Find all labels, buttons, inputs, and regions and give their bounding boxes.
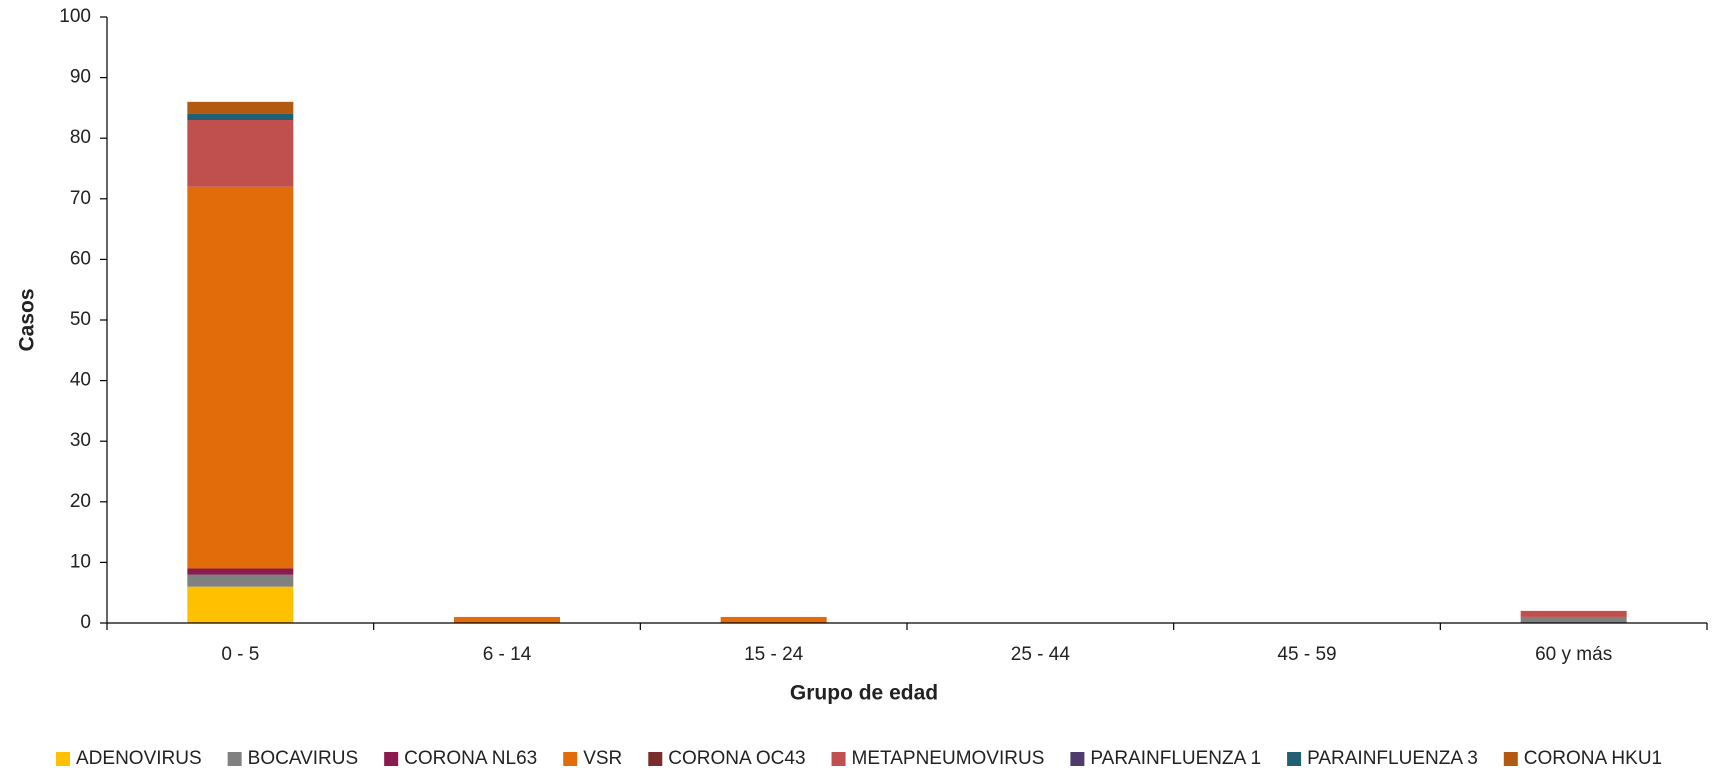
bar-segment (1520, 610, 1627, 617)
legend-swatch (1503, 752, 1518, 766)
y-tick-label: 70 (70, 188, 91, 209)
bar-segment (187, 113, 294, 121)
y-tick-label: 40 (70, 370, 91, 391)
bar-segment (187, 120, 294, 187)
bar-segment (187, 101, 294, 114)
legend-swatch (227, 752, 242, 766)
y-tick-label: 100 (59, 6, 91, 27)
x-tick-label: 15 - 24 (744, 644, 804, 665)
legend-label: CORONA HKU1 (1524, 748, 1662, 769)
y-tick-label: 30 (70, 430, 91, 451)
y-tick-label: 80 (70, 127, 91, 148)
legend-swatch (384, 752, 399, 766)
bar-segment (454, 616, 560, 623)
legend-swatch (831, 752, 846, 766)
y-axis-title: Casos (16, 288, 39, 351)
legend-swatch (563, 752, 578, 766)
legend-label: METAPNEUMOVIRUS (852, 748, 1045, 769)
y-tick-label: 50 (70, 309, 91, 330)
y-tick-label: 20 (70, 491, 91, 512)
bar-segment (187, 574, 294, 587)
y-tick-label: 10 (70, 551, 91, 572)
x-axis-title: Grupo de edad (790, 682, 938, 705)
x-tick-label: 0 - 5 (221, 644, 259, 665)
legend-label: CORONA NL63 (404, 748, 537, 769)
bar-segment (720, 616, 827, 623)
legend-label: VSR (583, 748, 622, 769)
bar-segment (187, 586, 294, 623)
legend-label: PARAINFLUENZA 1 (1090, 748, 1261, 769)
x-tick-label: 6 - 14 (483, 644, 532, 665)
bar-segment (1520, 616, 1627, 623)
legend-label: CORONA OC43 (668, 748, 805, 769)
legend-swatch (1070, 752, 1085, 766)
legend-swatch (1287, 752, 1302, 766)
y-tick-label: 0 (80, 612, 91, 633)
legend-label: ADENOVIRUS (76, 748, 202, 769)
y-tick-label: 60 (70, 248, 91, 269)
legend-label: PARAINFLUENZA 3 (1307, 748, 1478, 769)
x-tick-label: 45 - 59 (1277, 644, 1336, 665)
y-tick-label: 90 (70, 67, 91, 88)
bar-segment (187, 186, 294, 569)
legend-swatch (56, 752, 70, 766)
x-tick-label: 25 - 44 (1011, 644, 1071, 665)
x-tick-label: 60 y más (1535, 644, 1612, 665)
legend-swatch (648, 752, 663, 766)
bar-segment (187, 568, 294, 575)
legend-label: BOCAVIRUS (248, 748, 359, 769)
